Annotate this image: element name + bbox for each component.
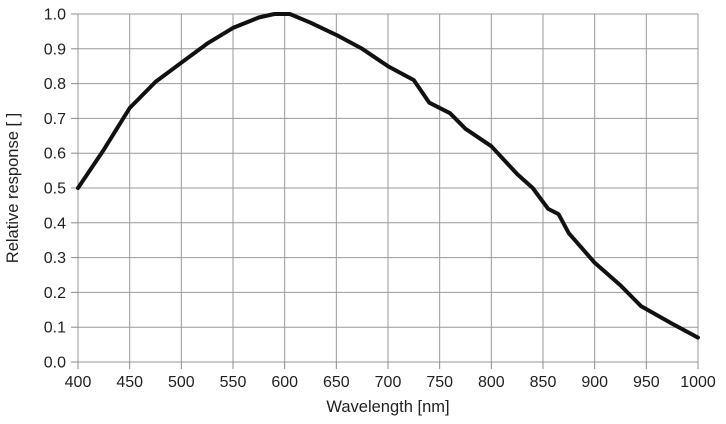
x-tick-label: 500	[168, 374, 195, 391]
tick-labels: 400 450 500 550 600 650 700 750 800 850 900 950 1000…	[44, 7, 716, 392]
x-axis-title: Wavelength [nm]	[326, 398, 449, 416]
y-tick-label: 0.2	[44, 285, 66, 302]
x-tick-label: 700	[375, 374, 402, 391]
y-tick-label: 0.3	[44, 250, 66, 267]
y-tick-label: 0.5	[44, 181, 66, 198]
x-tick-label: 450	[116, 374, 143, 391]
x-tick-label: 600	[271, 374, 298, 391]
x-tick-label: 1000	[680, 374, 716, 391]
y-tick-label: 0.7	[44, 111, 66, 128]
x-tick-label: 850	[530, 374, 557, 391]
x-tick-label: 650	[323, 374, 350, 391]
y-tick-label: 0.6	[44, 146, 66, 163]
x-tick-label: 400	[65, 374, 92, 391]
x-tick-label: 550	[220, 374, 247, 391]
x-tick-label: 800	[478, 374, 505, 391]
y-tick-label: 0.9	[44, 41, 66, 58]
x-tick-label: 950	[633, 374, 660, 391]
y-tick-label: 1.0	[44, 7, 66, 24]
y-tick-label: 0.4	[44, 215, 66, 232]
response-curve	[76, 12, 700, 340]
y-tick-label: 0.0	[44, 355, 66, 372]
y-axis-title: Relative response [ ]	[4, 113, 22, 263]
y-tick-label: 0.8	[44, 76, 66, 93]
y-tick-label: 0.1	[44, 320, 66, 337]
axis-ticks	[71, 13, 699, 369]
x-tick-label: 900	[581, 374, 608, 391]
x-tick-label: 750	[426, 374, 453, 391]
